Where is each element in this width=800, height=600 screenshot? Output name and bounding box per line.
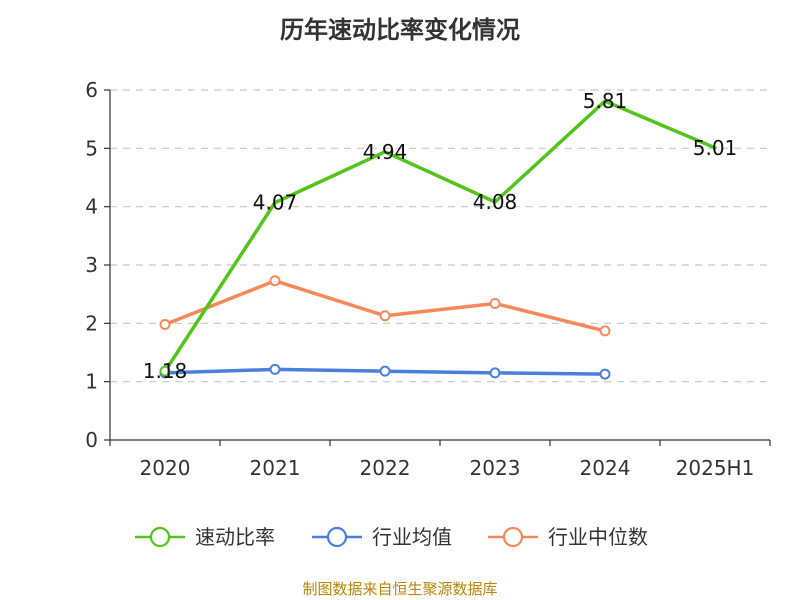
y-tick-label: 0 [85, 428, 98, 452]
x-tick-label: 2021 [250, 456, 301, 480]
data-point [269, 275, 281, 287]
x-tick-label: 2022 [360, 456, 411, 480]
grid-lines [110, 89, 770, 383]
data-point [159, 365, 171, 377]
series-line [163, 99, 717, 373]
x-tick-label: 2020 [140, 456, 191, 480]
data-label: 5.81 [583, 89, 628, 113]
x-tick-label: 2025H1 [676, 456, 755, 480]
y-tick-label: 3 [85, 253, 98, 277]
y-tick-label: 4 [85, 195, 98, 219]
y-tick-label: 2 [85, 311, 98, 335]
data-point [489, 298, 501, 309]
x-tick-label: 2024 [580, 456, 631, 480]
series-lines [159, 99, 717, 380]
data-point [599, 325, 611, 337]
data-point [269, 363, 281, 375]
legend-marker [149, 526, 171, 548]
y-tick-label: 6 [85, 78, 98, 102]
legend-marker [502, 526, 524, 548]
legend-marker [326, 526, 348, 548]
data-label: 1.18 [143, 359, 188, 383]
data-labels: 1.18 4.07 4.94 4.08 5.81 5.01 [143, 89, 738, 383]
legend-label: 行业均值 [372, 525, 452, 549]
chart-title: 历年速动比率变化情况 [280, 16, 520, 44]
data-point [159, 319, 171, 330]
source-note: 制图数据来自恒生聚源数据库 [302, 580, 498, 598]
x-tick-label: 2023 [470, 456, 521, 480]
data-point [599, 368, 611, 380]
data-label: 4.07 [253, 191, 298, 215]
legend-label: 速动比率 [195, 525, 275, 549]
legend: 速动比率 行业均值 行业中位数 [135, 525, 648, 549]
y-tick-label: 1 [85, 370, 98, 394]
axes: 0 1 2 3 4 5 6 2020 2021 2022 2023 2024 2025H1 [85, 78, 771, 480]
legend-label: 行业中位数 [548, 525, 648, 549]
data-point [379, 365, 391, 377]
data-label: 5.01 [693, 136, 738, 160]
data-label: 4.08 [473, 190, 518, 214]
y-tick-label: 5 [85, 136, 98, 160]
data-label: 4.94 [363, 140, 408, 164]
data-point [379, 310, 391, 322]
data-point [489, 367, 501, 379]
